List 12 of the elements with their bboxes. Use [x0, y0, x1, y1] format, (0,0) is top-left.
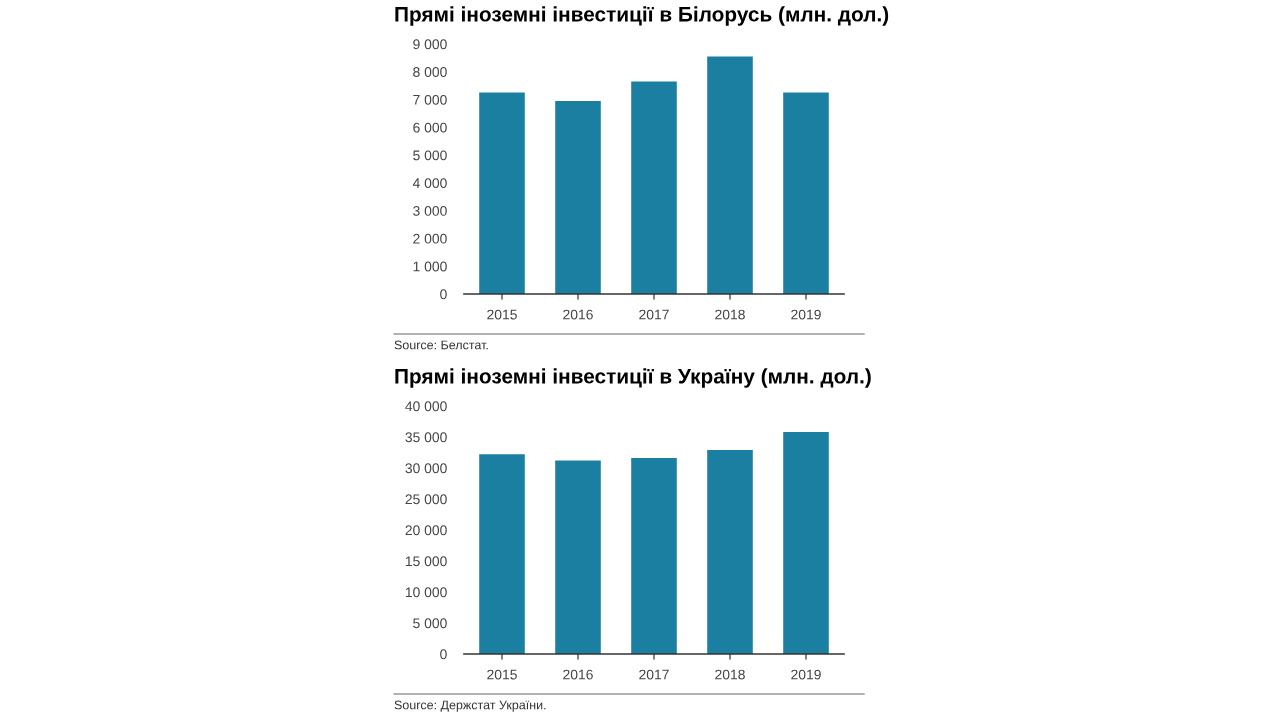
bar — [555, 460, 601, 654]
bar — [479, 454, 525, 654]
chart-title: Прямі іноземні інвестиції в Україну (млн. дол.) — [395, 368, 871, 388]
bar — [783, 92, 829, 294]
bar — [707, 450, 753, 654]
bar — [707, 56, 753, 294]
bar — [479, 92, 525, 294]
bar — [555, 100, 601, 294]
bar — [631, 458, 677, 654]
bar — [783, 432, 829, 654]
bar — [631, 81, 677, 294]
chart-title: Прямі іноземні інвестиції в Білорусь (млн. дол.) — [395, 6, 889, 26]
